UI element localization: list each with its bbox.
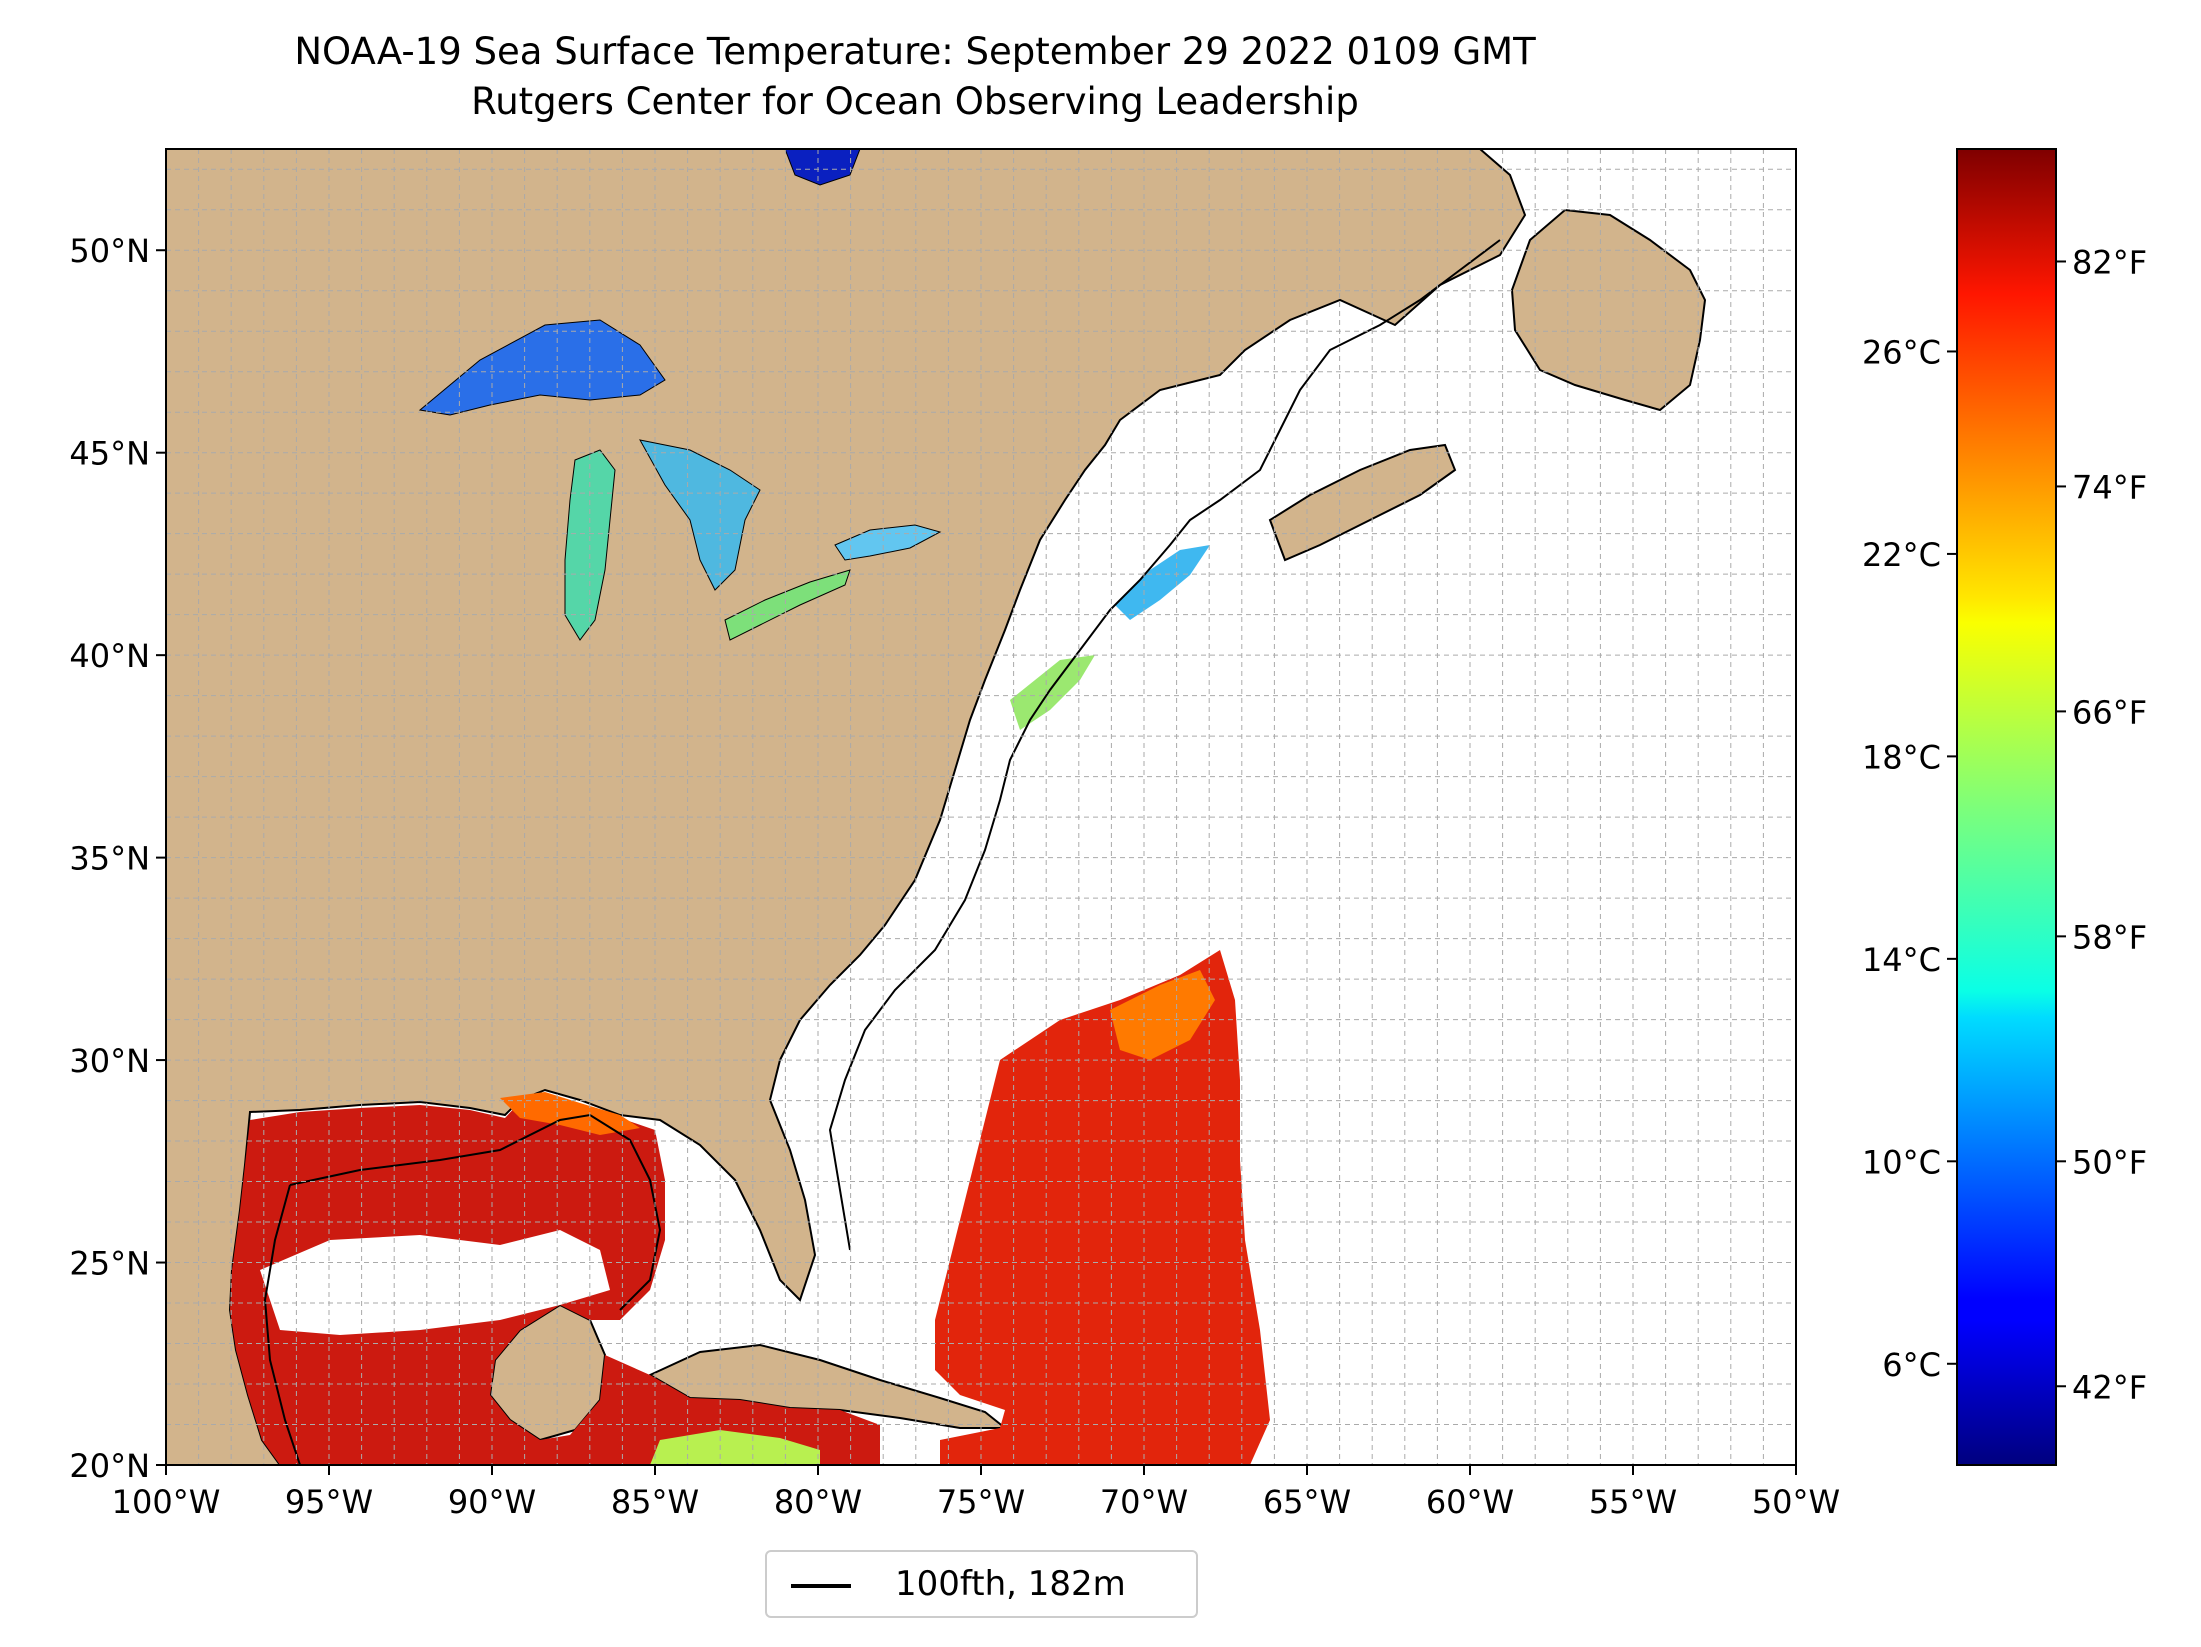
hudson-bay-water — [784, 149, 861, 186]
colorbar-celsius-ticks: 6°C 10°C 14°C 18°C 22°C 26°C — [1862, 333, 1957, 1384]
lat-tick-label: 30°N — [69, 1042, 150, 1080]
atlantic-sst-field — [935, 950, 1270, 1465]
lon-tick-label: 90°W — [448, 1483, 536, 1521]
mid-atlantic-coastal-water — [1010, 655, 1095, 730]
lake-superior — [418, 319, 666, 416]
celsius-tick-label: 18°C — [1862, 738, 1941, 776]
lon-tick-label: 50°W — [1752, 1483, 1840, 1521]
lon-tick-label: 100°W — [112, 1483, 221, 1521]
fahrenheit-tick-label: 50°F — [2072, 1143, 2147, 1181]
lat-tick-label: 20°N — [69, 1447, 150, 1485]
lat-tick-label: 40°N — [69, 637, 150, 675]
latitude-tick-labels: 20°N 25°N 30°N 35°N 40°N 45°N 50°N — [69, 232, 166, 1485]
lake-huron — [639, 439, 761, 591]
atlantic-orange-patch — [1110, 970, 1215, 1060]
celsius-tick-label: 26°C — [1862, 333, 1941, 371]
nova-scotia-land — [1268, 443, 1457, 562]
celsius-tick-label: 14°C — [1862, 941, 1941, 979]
legend-label: 100fth, 182m — [895, 1564, 1126, 1604]
longitude-tick-labels: 100°W 95°W 90°W 85°W 80°W 75°W 70°W 65°W 60°W 55°… — [112, 1465, 1840, 1521]
map-subtitle: Rutgers Center for Ocean Observing Leade… — [471, 80, 1359, 123]
lat-tick-label: 25°N — [69, 1245, 150, 1283]
fahrenheit-tick-label: 42°F — [2072, 1368, 2147, 1406]
lat-tick-label: 50°N — [69, 232, 150, 270]
map-title: NOAA-19 Sea Surface Temperature: Septemb… — [294, 30, 1536, 73]
lon-tick-label: 80°W — [774, 1483, 862, 1521]
colorbar — [1956, 148, 2057, 1466]
gulf-of-maine-water — [1115, 545, 1210, 620]
fahrenheit-tick-label: 66°F — [2072, 693, 2147, 731]
colorbar-fahrenheit-ticks: 42°F 50°F 58°F 66°F 74°F 82°F — [2056, 243, 2147, 1406]
caribbean-green-patch — [650, 1430, 820, 1465]
lon-tick-label: 95°W — [285, 1483, 373, 1521]
lat-tick-label: 45°N — [69, 435, 150, 473]
lon-tick-label: 65°W — [1263, 1483, 1351, 1521]
gulf-cloud-gap — [260, 1230, 610, 1335]
lon-tick-label: 75°W — [937, 1483, 1025, 1521]
lon-tick-label: 55°W — [1589, 1483, 1677, 1521]
lon-tick-label: 60°W — [1426, 1483, 1514, 1521]
celsius-tick-label: 22°C — [1862, 536, 1941, 574]
fahrenheit-tick-label: 74°F — [2072, 468, 2147, 506]
lat-tick-label: 35°N — [69, 840, 150, 878]
lon-tick-label: 70°W — [1100, 1483, 1188, 1521]
lon-tick-label: 85°W — [611, 1483, 699, 1521]
legend: 100fth, 182m — [765, 1550, 1198, 1618]
fahrenheit-tick-label: 58°F — [2072, 918, 2147, 956]
legend-isobath-swatch — [791, 1584, 851, 1588]
lake-erie — [724, 569, 851, 641]
celsius-tick-label: 6°C — [1882, 1346, 1941, 1384]
graticule — [166, 149, 1796, 1465]
north-america-land — [166, 149, 1527, 1465]
fahrenheit-tick-label: 82°F — [2072, 243, 2147, 281]
newfoundland-land — [1510, 208, 1707, 412]
celsius-tick-label: 10°C — [1862, 1143, 1941, 1181]
